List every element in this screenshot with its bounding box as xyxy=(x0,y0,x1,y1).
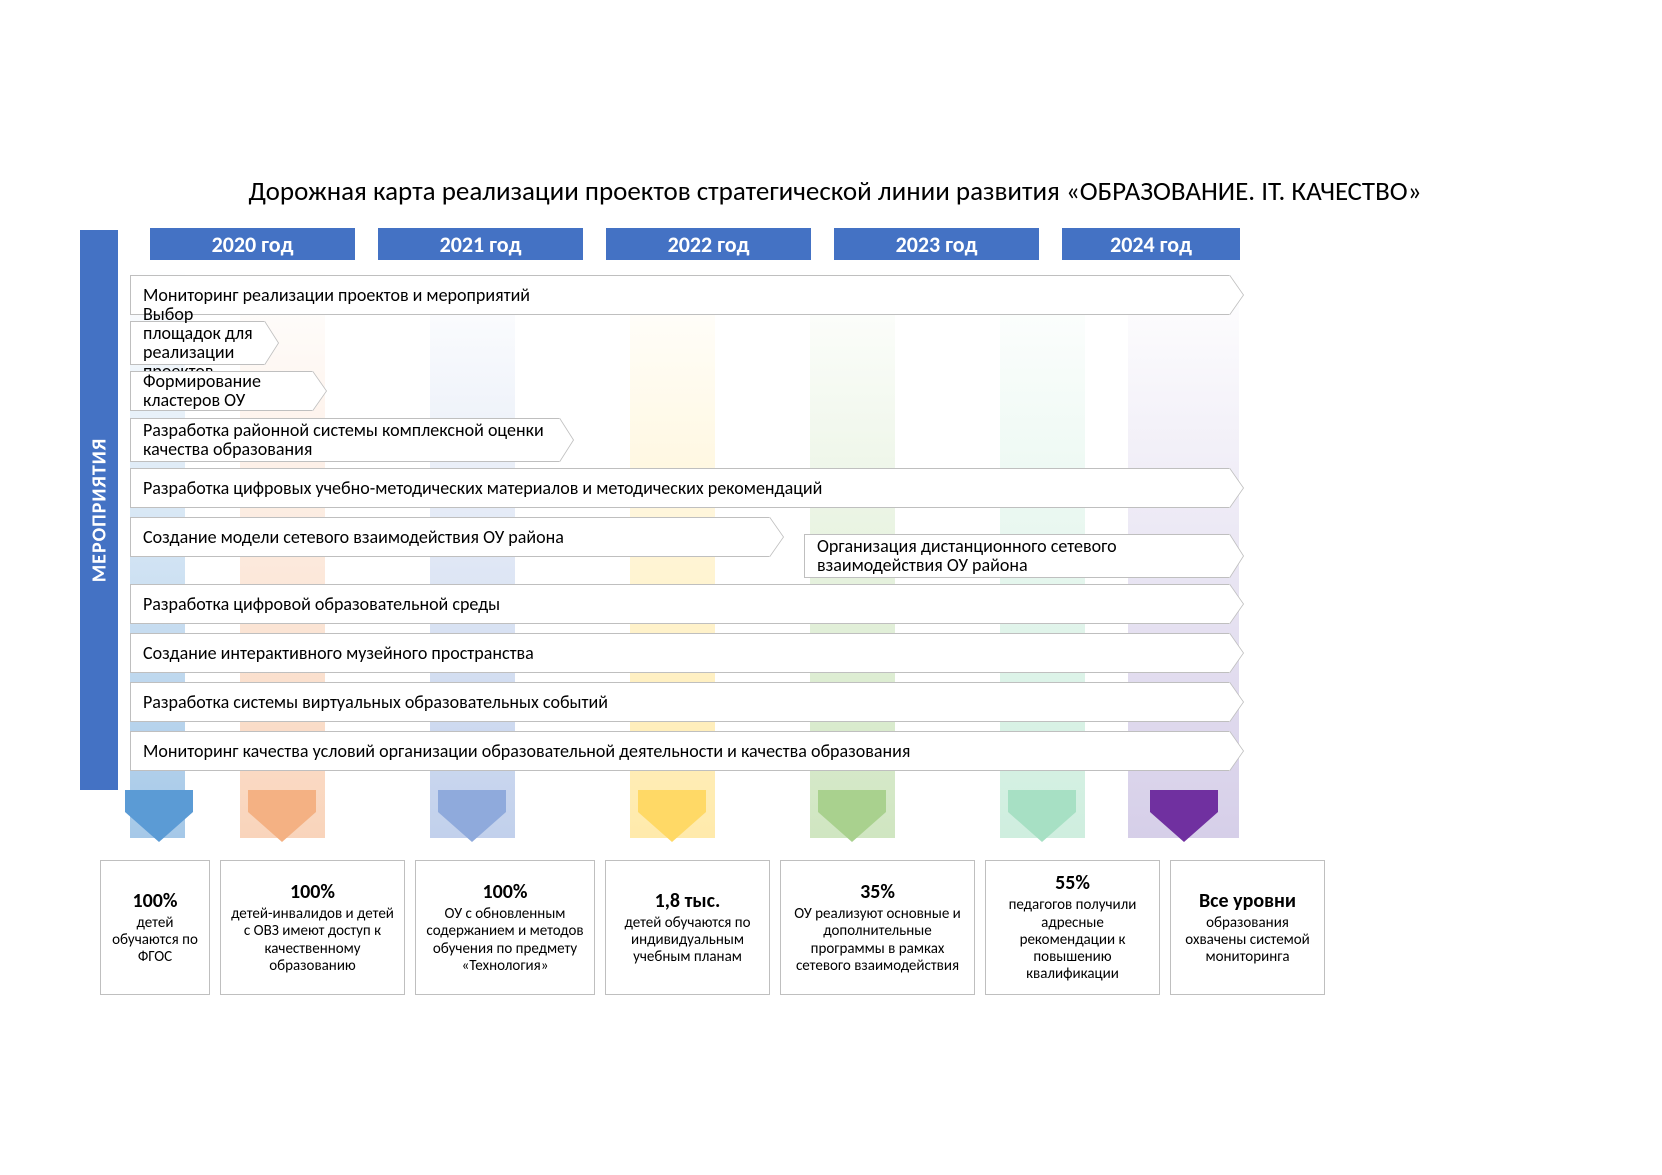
activity-bar-1: Выбор площадок для реализации проектов xyxy=(130,321,265,365)
activity-label: Организация дистанционного сетевого взаи… xyxy=(817,537,1229,575)
outcome-text: образования охвачены системой мониторинг… xyxy=(1177,915,1318,967)
page-title: Дорожная карта реализации проектов страт… xyxy=(115,175,1555,208)
down-arrow-6 xyxy=(1150,790,1218,842)
outcome-box-3: 1,8 тыс.детей обучаются по индивидуальны… xyxy=(605,860,770,995)
chevron-right-icon xyxy=(1229,584,1243,624)
outcome-box-0: 100%детей обучаются по ФГОС xyxy=(100,860,210,995)
outcome-box-2: 100%ОУ с обновленным содержанием и метод… xyxy=(415,860,595,995)
activity-bar-5: Создание модели сетевого взаимодействия … xyxy=(130,517,770,557)
arrow-stem xyxy=(125,790,193,812)
outcome-text: педагогов получили адресные рекомендации… xyxy=(992,897,1153,983)
outcome-text: ОУ с обновленным содержанием и методов о… xyxy=(422,906,588,975)
outcome-headline: 1,8 тыс. xyxy=(655,889,721,913)
arrow-stem xyxy=(1150,790,1218,812)
activity-bar-9: Разработка системы виртуальных образоват… xyxy=(130,682,1230,722)
chevron-right-icon xyxy=(1229,731,1243,771)
year-header-2024-год: 2024 год xyxy=(1062,228,1240,260)
activity-label: Формирование кластеров ОУ xyxy=(143,372,312,410)
year-header-2022-год: 2022 год xyxy=(606,228,811,260)
outcome-text: детей-инвалидов и детей с ОВЗ имеют дост… xyxy=(227,906,398,975)
outcome-box-4: 35%ОУ реализуют основные и дополнительны… xyxy=(780,860,975,995)
arrow-stem xyxy=(248,790,316,812)
chevron-right-icon xyxy=(1229,534,1243,578)
outcome-box-6: Все уровниобразования охвачены системой … xyxy=(1170,860,1325,995)
activity-bar-0: Мониторинг реализации проектов и меропри… xyxy=(130,275,1230,315)
activity-bar-7: Разработка цифровой образовательной сред… xyxy=(130,584,1230,624)
arrow-head-icon xyxy=(638,812,706,842)
activity-label: Мониторинг качества условий организации … xyxy=(143,742,910,761)
outcome-headline: 100% xyxy=(133,889,178,913)
arrow-head-icon xyxy=(1150,812,1218,842)
arrow-head-icon xyxy=(818,812,886,842)
activity-label: Разработка районной системы комплексной … xyxy=(143,421,559,459)
outcome-headline: 35% xyxy=(860,880,895,904)
chevron-right-icon xyxy=(559,418,573,462)
outcome-text: детей обучаются по ФГОС xyxy=(107,915,203,967)
outcome-headline: 55% xyxy=(1055,871,1090,895)
activity-bar-4: Разработка цифровых учебно-методических … xyxy=(130,468,1230,508)
activity-bar-6: Организация дистанционного сетевого взаи… xyxy=(804,534,1230,578)
down-arrow-4 xyxy=(818,790,886,842)
down-arrow-0 xyxy=(125,790,193,842)
down-arrow-3 xyxy=(638,790,706,842)
chevron-right-icon xyxy=(1229,275,1243,315)
activity-label: Мониторинг реализации проектов и меропри… xyxy=(143,286,530,305)
arrow-stem xyxy=(818,790,886,812)
year-header-2023-год: 2023 год xyxy=(834,228,1039,260)
outcome-box-5: 55%педагогов получили адресные рекоменда… xyxy=(985,860,1160,995)
arrow-head-icon xyxy=(1008,812,1076,842)
activity-label: Создание модели сетевого взаимодействия … xyxy=(143,528,564,547)
activity-bar-2: Формирование кластеров ОУ xyxy=(130,371,313,411)
chevron-right-icon xyxy=(1229,633,1243,673)
outcome-box-1: 100%детей-инвалидов и детей с ОВЗ имеют … xyxy=(220,860,405,995)
arrow-stem xyxy=(1008,790,1076,812)
activity-bar-10: Мониторинг качества условий организации … xyxy=(130,731,1230,771)
activity-bar-3: Разработка районной системы комплексной … xyxy=(130,418,560,462)
outcome-text: ОУ реализуют основные и дополнительные п… xyxy=(787,906,968,975)
arrow-head-icon xyxy=(125,812,193,842)
arrow-stem xyxy=(638,790,706,812)
arrow-head-icon xyxy=(248,812,316,842)
activity-bar-8: Создание интерактивного музейного простр… xyxy=(130,633,1230,673)
activity-label: Разработка цифровой образовательной сред… xyxy=(143,595,500,614)
year-header-2021-год: 2021 год xyxy=(378,228,583,260)
chevron-right-icon xyxy=(769,517,783,557)
down-arrow-5 xyxy=(1008,790,1076,842)
activity-label: Создание интерактивного музейного простр… xyxy=(143,644,534,663)
year-header-2020-год: 2020 год xyxy=(150,228,355,260)
chevron-right-icon xyxy=(1229,468,1243,508)
chevron-right-icon xyxy=(312,371,326,411)
down-arrow-1 xyxy=(248,790,316,842)
activity-label: Разработка цифровых учебно-методических … xyxy=(143,479,822,498)
arrow-stem xyxy=(438,790,506,812)
chevron-right-icon xyxy=(1229,682,1243,722)
chevron-right-icon xyxy=(264,321,278,365)
arrow-head-icon xyxy=(438,812,506,842)
down-arrow-2 xyxy=(438,790,506,842)
outcome-headline: 100% xyxy=(483,880,528,904)
outcome-headline: Все уровни xyxy=(1199,889,1296,913)
outcome-headline: 100% xyxy=(290,880,335,904)
activity-label: Разработка системы виртуальных образоват… xyxy=(143,693,608,712)
outcome-text: детей обучаются по индивидуальным учебны… xyxy=(612,915,763,967)
